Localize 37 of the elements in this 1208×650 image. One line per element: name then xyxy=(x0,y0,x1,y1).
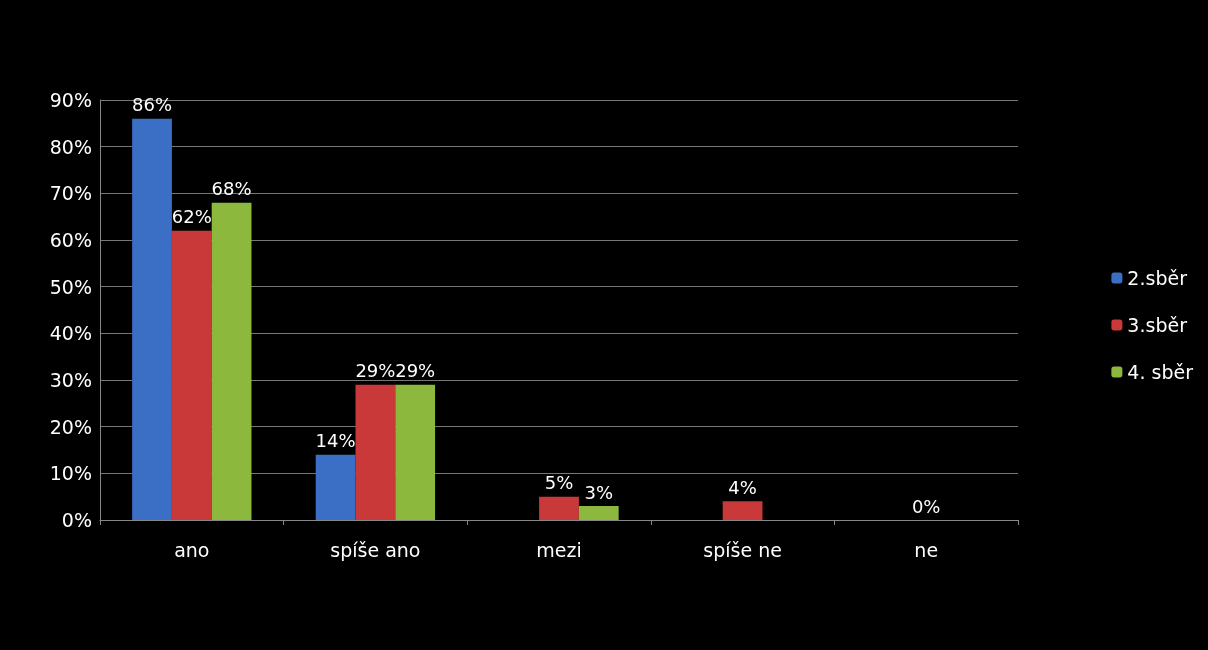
bar xyxy=(578,506,619,520)
data-label: 29% xyxy=(395,360,436,382)
bar xyxy=(722,501,763,520)
data-label: 4% xyxy=(728,476,757,498)
legend-label: 3.sběr xyxy=(1127,314,1188,336)
y-tick-label: 50% xyxy=(49,275,92,298)
x-tick-label: ano xyxy=(174,538,210,561)
data-label: 29% xyxy=(355,360,396,382)
x-tick-label: mezi xyxy=(536,538,582,561)
y-tick-label: 80% xyxy=(49,135,92,158)
y-tick-label: 60% xyxy=(49,229,92,251)
bar xyxy=(315,454,356,520)
data-label: 0% xyxy=(911,495,941,517)
y-tick-label: 90% xyxy=(49,89,92,111)
x-tick-label: spíše ano xyxy=(330,538,421,561)
bar xyxy=(539,496,579,520)
y-tick-label: 0% xyxy=(61,509,92,531)
bar xyxy=(171,230,212,520)
legend-label: 2.sběr xyxy=(1127,267,1188,289)
y-tick-label: 20% xyxy=(49,415,92,438)
bar xyxy=(211,202,252,520)
bar xyxy=(395,384,436,520)
x-tick-label: ne xyxy=(914,538,939,561)
data-label: 86% xyxy=(132,94,173,116)
data-label: 62% xyxy=(171,206,212,228)
x-tick-label: spíše ne xyxy=(703,538,782,561)
legend-label: 4. sběr xyxy=(1127,361,1194,383)
data-label: 68% xyxy=(211,178,252,200)
data-label: 3% xyxy=(584,481,614,503)
y-tick-label: 40% xyxy=(49,322,92,345)
data-label: 5% xyxy=(544,472,574,494)
y-tick-label: 70% xyxy=(49,182,92,205)
bar xyxy=(355,384,396,520)
y-tick-label: 30% xyxy=(49,369,92,391)
data-label: 14% xyxy=(315,430,356,452)
y-tick-label: 10% xyxy=(49,462,92,485)
bar xyxy=(132,118,172,520)
